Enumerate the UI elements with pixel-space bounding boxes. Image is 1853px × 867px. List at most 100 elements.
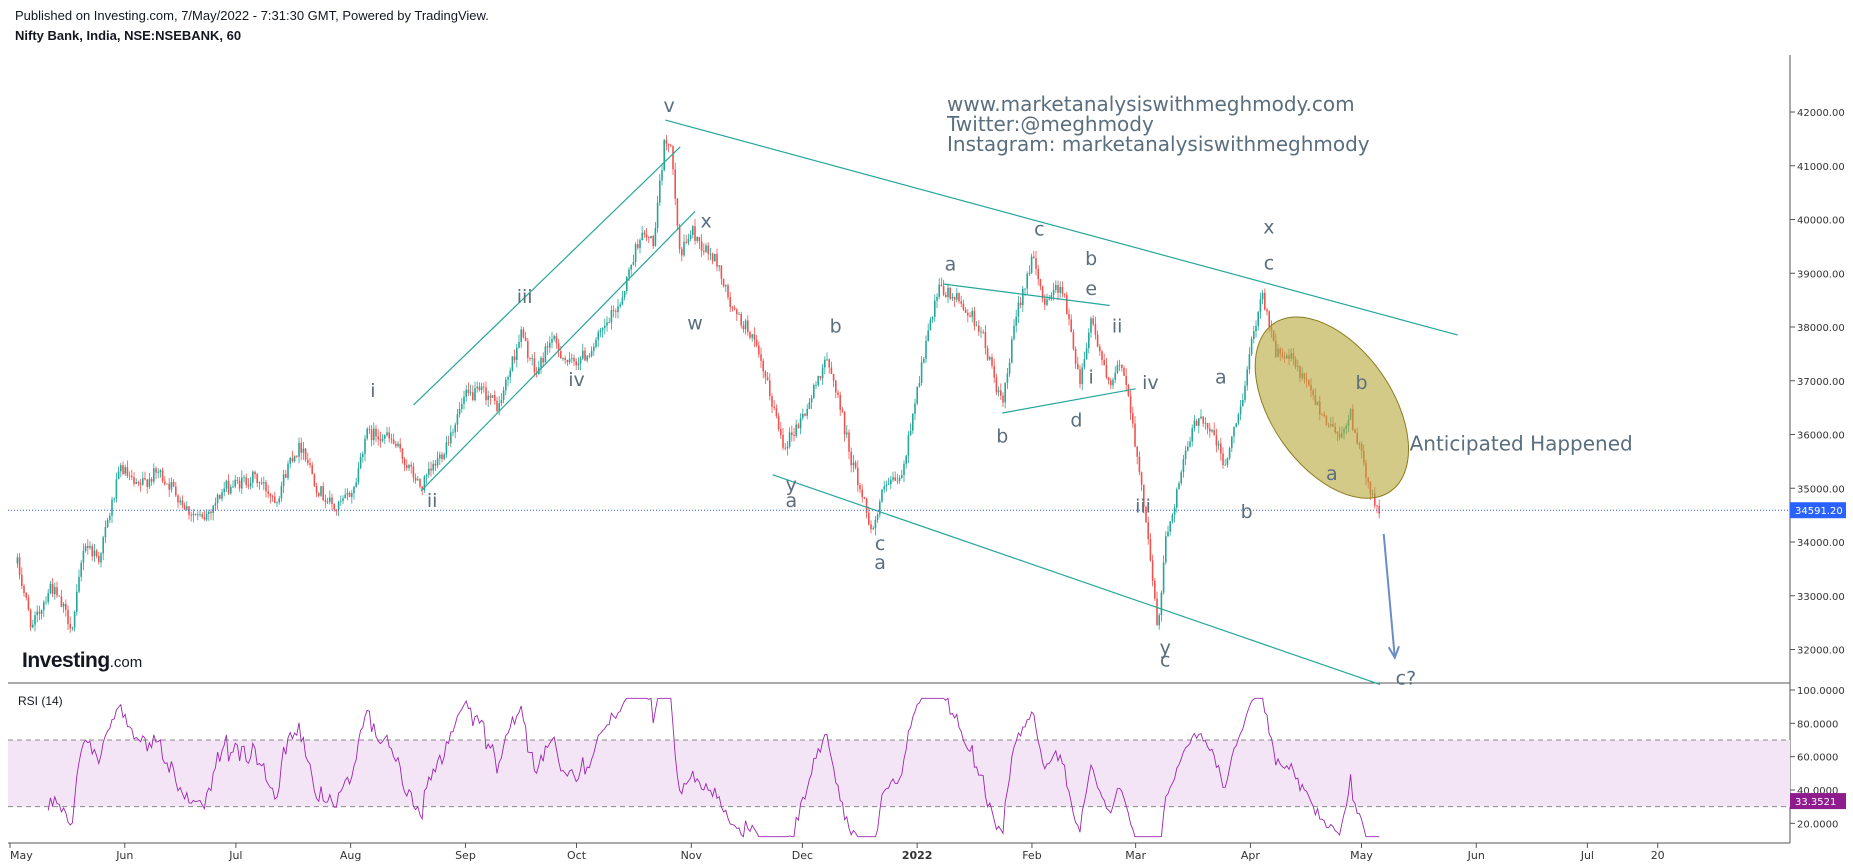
candle-body	[916, 386, 919, 404]
candle-body	[170, 481, 173, 490]
projection-arrow	[1382, 533, 1400, 660]
candle-body	[804, 413, 806, 416]
candle-body	[278, 498, 281, 503]
candle-body	[115, 479, 118, 499]
candle-body	[230, 487, 232, 494]
candle-body	[788, 432, 791, 447]
candle-body	[718, 265, 721, 267]
candle-body	[344, 494, 347, 499]
candle-body	[159, 470, 162, 472]
candle-body	[260, 482, 263, 484]
candle-body	[359, 456, 362, 469]
candle-body	[903, 463, 905, 476]
candle-body	[364, 438, 366, 454]
candle-body	[458, 409, 461, 415]
candle-body	[1044, 298, 1046, 305]
rsi-tick-label: 20.0000	[1797, 819, 1838, 830]
candle-body	[1246, 369, 1249, 386]
candle-body	[410, 464, 413, 467]
candle-body	[1000, 390, 1002, 396]
candle-body	[1261, 292, 1264, 300]
candle-body	[254, 471, 256, 475]
candle-body	[463, 396, 465, 404]
annotation-text: Anticipated Happened	[1410, 432, 1633, 456]
candle-body	[571, 357, 573, 359]
candle-body	[177, 495, 179, 503]
candle-body	[1116, 365, 1119, 373]
watermark-instagram: Instagram: marketanalysiswithmeghmody	[947, 132, 1370, 156]
rsi-axis[interactable]: 100.0000 80.0000 60.0000 40.0000 20.0000 33.3…	[1790, 686, 1846, 830]
candle-body	[912, 413, 914, 431]
candle-body	[597, 332, 600, 340]
time-axis[interactable]: May Jun Jul Aug Sep Oct Nov Dec 2022 Feb Mar Apr May…	[9, 843, 1665, 862]
candle-body	[1259, 299, 1262, 313]
candle-body	[76, 591, 78, 612]
candle-body	[687, 238, 690, 243]
candle-body	[786, 446, 789, 449]
candle-body	[780, 429, 782, 436]
price-axis[interactable]: 42000.00 41000.00 40000.00 39000.00 38000.00…	[1790, 108, 1846, 657]
candle-body	[606, 322, 608, 326]
candle-body	[850, 451, 853, 466]
candle-body	[683, 241, 685, 256]
candle-body	[775, 407, 778, 417]
candle-body	[956, 293, 958, 300]
candle-body	[1184, 450, 1187, 460]
candle-body	[373, 428, 375, 440]
price-badge	[1790, 502, 1846, 519]
candle-body	[258, 482, 261, 484]
candle-body	[1059, 286, 1062, 293]
candle-body	[1206, 422, 1209, 429]
candle-body	[1081, 367, 1084, 385]
candle-body	[969, 315, 971, 317]
candle-body	[975, 325, 978, 327]
candle-body	[67, 609, 69, 624]
candle-body	[377, 436, 380, 440]
candle-body	[100, 553, 102, 563]
candle-body	[1180, 472, 1183, 484]
wave-label: x	[700, 211, 711, 233]
candle-body	[445, 442, 448, 455]
candle-body	[1068, 313, 1070, 320]
candle-body	[236, 479, 239, 481]
candle-body	[390, 438, 393, 440]
rsi-title: RSI (14)	[18, 694, 63, 708]
rsi-tick-label: 60.0000	[1797, 753, 1838, 764]
candle-body	[1162, 562, 1165, 593]
candle-body	[496, 400, 498, 411]
candle-body	[1228, 448, 1231, 459]
candle-body	[604, 325, 606, 328]
candle-body	[1026, 273, 1029, 289]
candle-body	[1041, 286, 1044, 299]
candle-body	[489, 395, 492, 398]
candle-body	[43, 602, 45, 611]
candle-body	[553, 336, 556, 339]
price-badge-label: 34591.20	[1795, 506, 1843, 517]
candle-body	[186, 506, 188, 510]
candle-body	[703, 250, 705, 252]
candle-body	[234, 479, 237, 487]
candle-body	[362, 453, 364, 457]
candle-body	[120, 465, 122, 472]
candle-body	[608, 322, 611, 324]
wave-label: a	[1326, 463, 1338, 485]
candle-body	[564, 358, 567, 361]
candle-body	[1105, 365, 1108, 378]
candle-body	[148, 478, 151, 487]
candle-body	[881, 489, 883, 502]
candle-body	[876, 514, 879, 520]
candle-body	[342, 498, 344, 501]
time-tick-label: Jul	[228, 849, 242, 862]
candle-body	[87, 545, 89, 548]
candle-body	[1239, 406, 1242, 415]
candle-body	[540, 357, 542, 368]
candle-body	[1151, 560, 1154, 581]
candle-body	[1264, 292, 1266, 310]
candle-body	[408, 464, 410, 469]
time-tick-label: Feb	[1022, 849, 1041, 862]
candle-body	[938, 284, 941, 297]
candle-body	[810, 398, 813, 403]
candle-body	[819, 376, 822, 379]
published-line: Published on Investing.com, 7/May/2022 -…	[15, 8, 489, 23]
